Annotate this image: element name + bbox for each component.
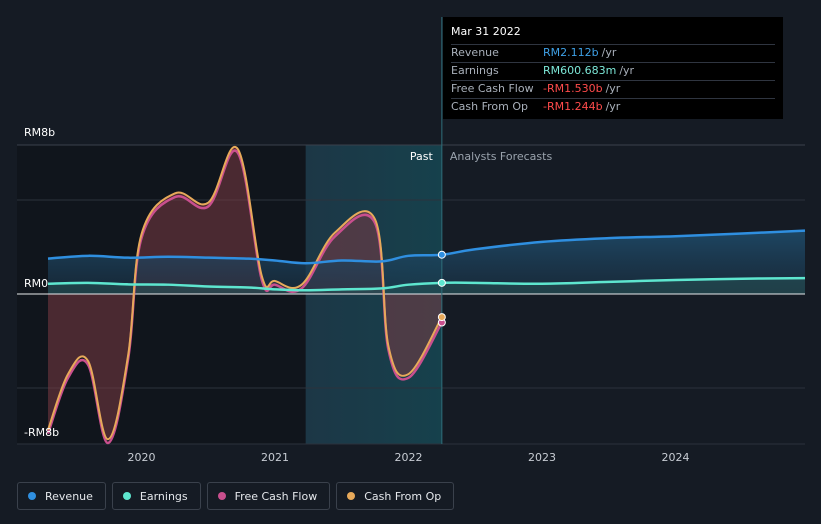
legend-item-free-cash-flow[interactable]: Free Cash Flow [206, 482, 331, 510]
legend-dot-icon [347, 492, 356, 500]
y-tick-label: -RM8b [24, 426, 59, 439]
legend-dot-icon [217, 492, 226, 500]
past-label: Past [410, 150, 434, 163]
legend-item-cash-from-op[interactable]: Cash From Op [336, 482, 455, 510]
x-tick-label: 2023 [528, 451, 556, 464]
tooltip-value: -RM1.530b [543, 82, 603, 95]
y-tick-label: RM0 [24, 277, 48, 290]
tooltip-value: -RM1.244b [543, 100, 603, 113]
revenue-line [47, 229, 806, 265]
legend: Revenue Earnings Free Cash Flow Cash Fro… [17, 482, 455, 510]
x-tick-label: 2022 [394, 451, 422, 464]
legend-item-revenue[interactable]: Revenue [17, 482, 106, 510]
tooltip-label: Earnings [451, 64, 499, 77]
tooltip-row-earnings: Earnings RM600.683m /yr [451, 62, 775, 80]
legend-label: Revenue [45, 489, 93, 503]
tooltip-label: Cash From Op [451, 100, 529, 113]
y-tick-label: RM8b [24, 126, 55, 139]
cash-from-op-marker [437, 313, 446, 322]
x-tick-label: 2021 [261, 451, 289, 464]
tooltip-row-revenue: Revenue RM2.112b /yr [451, 44, 775, 62]
legend-dot-icon [28, 492, 36, 500]
tooltip-label: Revenue [451, 46, 499, 59]
tooltip-value: RM2.112b [543, 46, 599, 59]
tooltip-unit: /yr [619, 64, 635, 77]
tooltip-unit: /yr [601, 46, 617, 59]
cash-from-op-line [47, 145, 443, 441]
tooltip-value: RM600.683m [543, 64, 617, 77]
tooltip-date: Mar 31 2022 [451, 25, 521, 38]
tooltip: Mar 31 2022 Revenue RM2.112b /yr Earning… [443, 17, 783, 119]
tooltip-unit: /yr [605, 100, 621, 113]
legend-dot-icon [122, 492, 131, 500]
revenue-area [48, 230, 805, 294]
legend-label: Earnings [139, 489, 188, 503]
legend-label: Cash From Op [364, 489, 442, 503]
tooltip-row-fcf: Free Cash Flow -RM1.530b /yr [451, 80, 775, 98]
x-tick-label: 2020 [127, 451, 155, 464]
legend-label: Free Cash Flow [234, 489, 318, 503]
earnings-line [47, 276, 806, 292]
tooltip-row-cfo: Cash From Op -RM1.244b /yr [451, 98, 775, 116]
earnings-marker [437, 278, 446, 287]
tooltip-label: Free Cash Flow [451, 82, 534, 95]
x-tick-label: 2024 [661, 451, 689, 464]
legend-item-earnings[interactable]: Earnings [111, 482, 201, 510]
revenue-marker [437, 250, 446, 259]
tooltip-unit: /yr [605, 82, 621, 95]
forecast-label: Analysts Forecasts [450, 150, 553, 163]
